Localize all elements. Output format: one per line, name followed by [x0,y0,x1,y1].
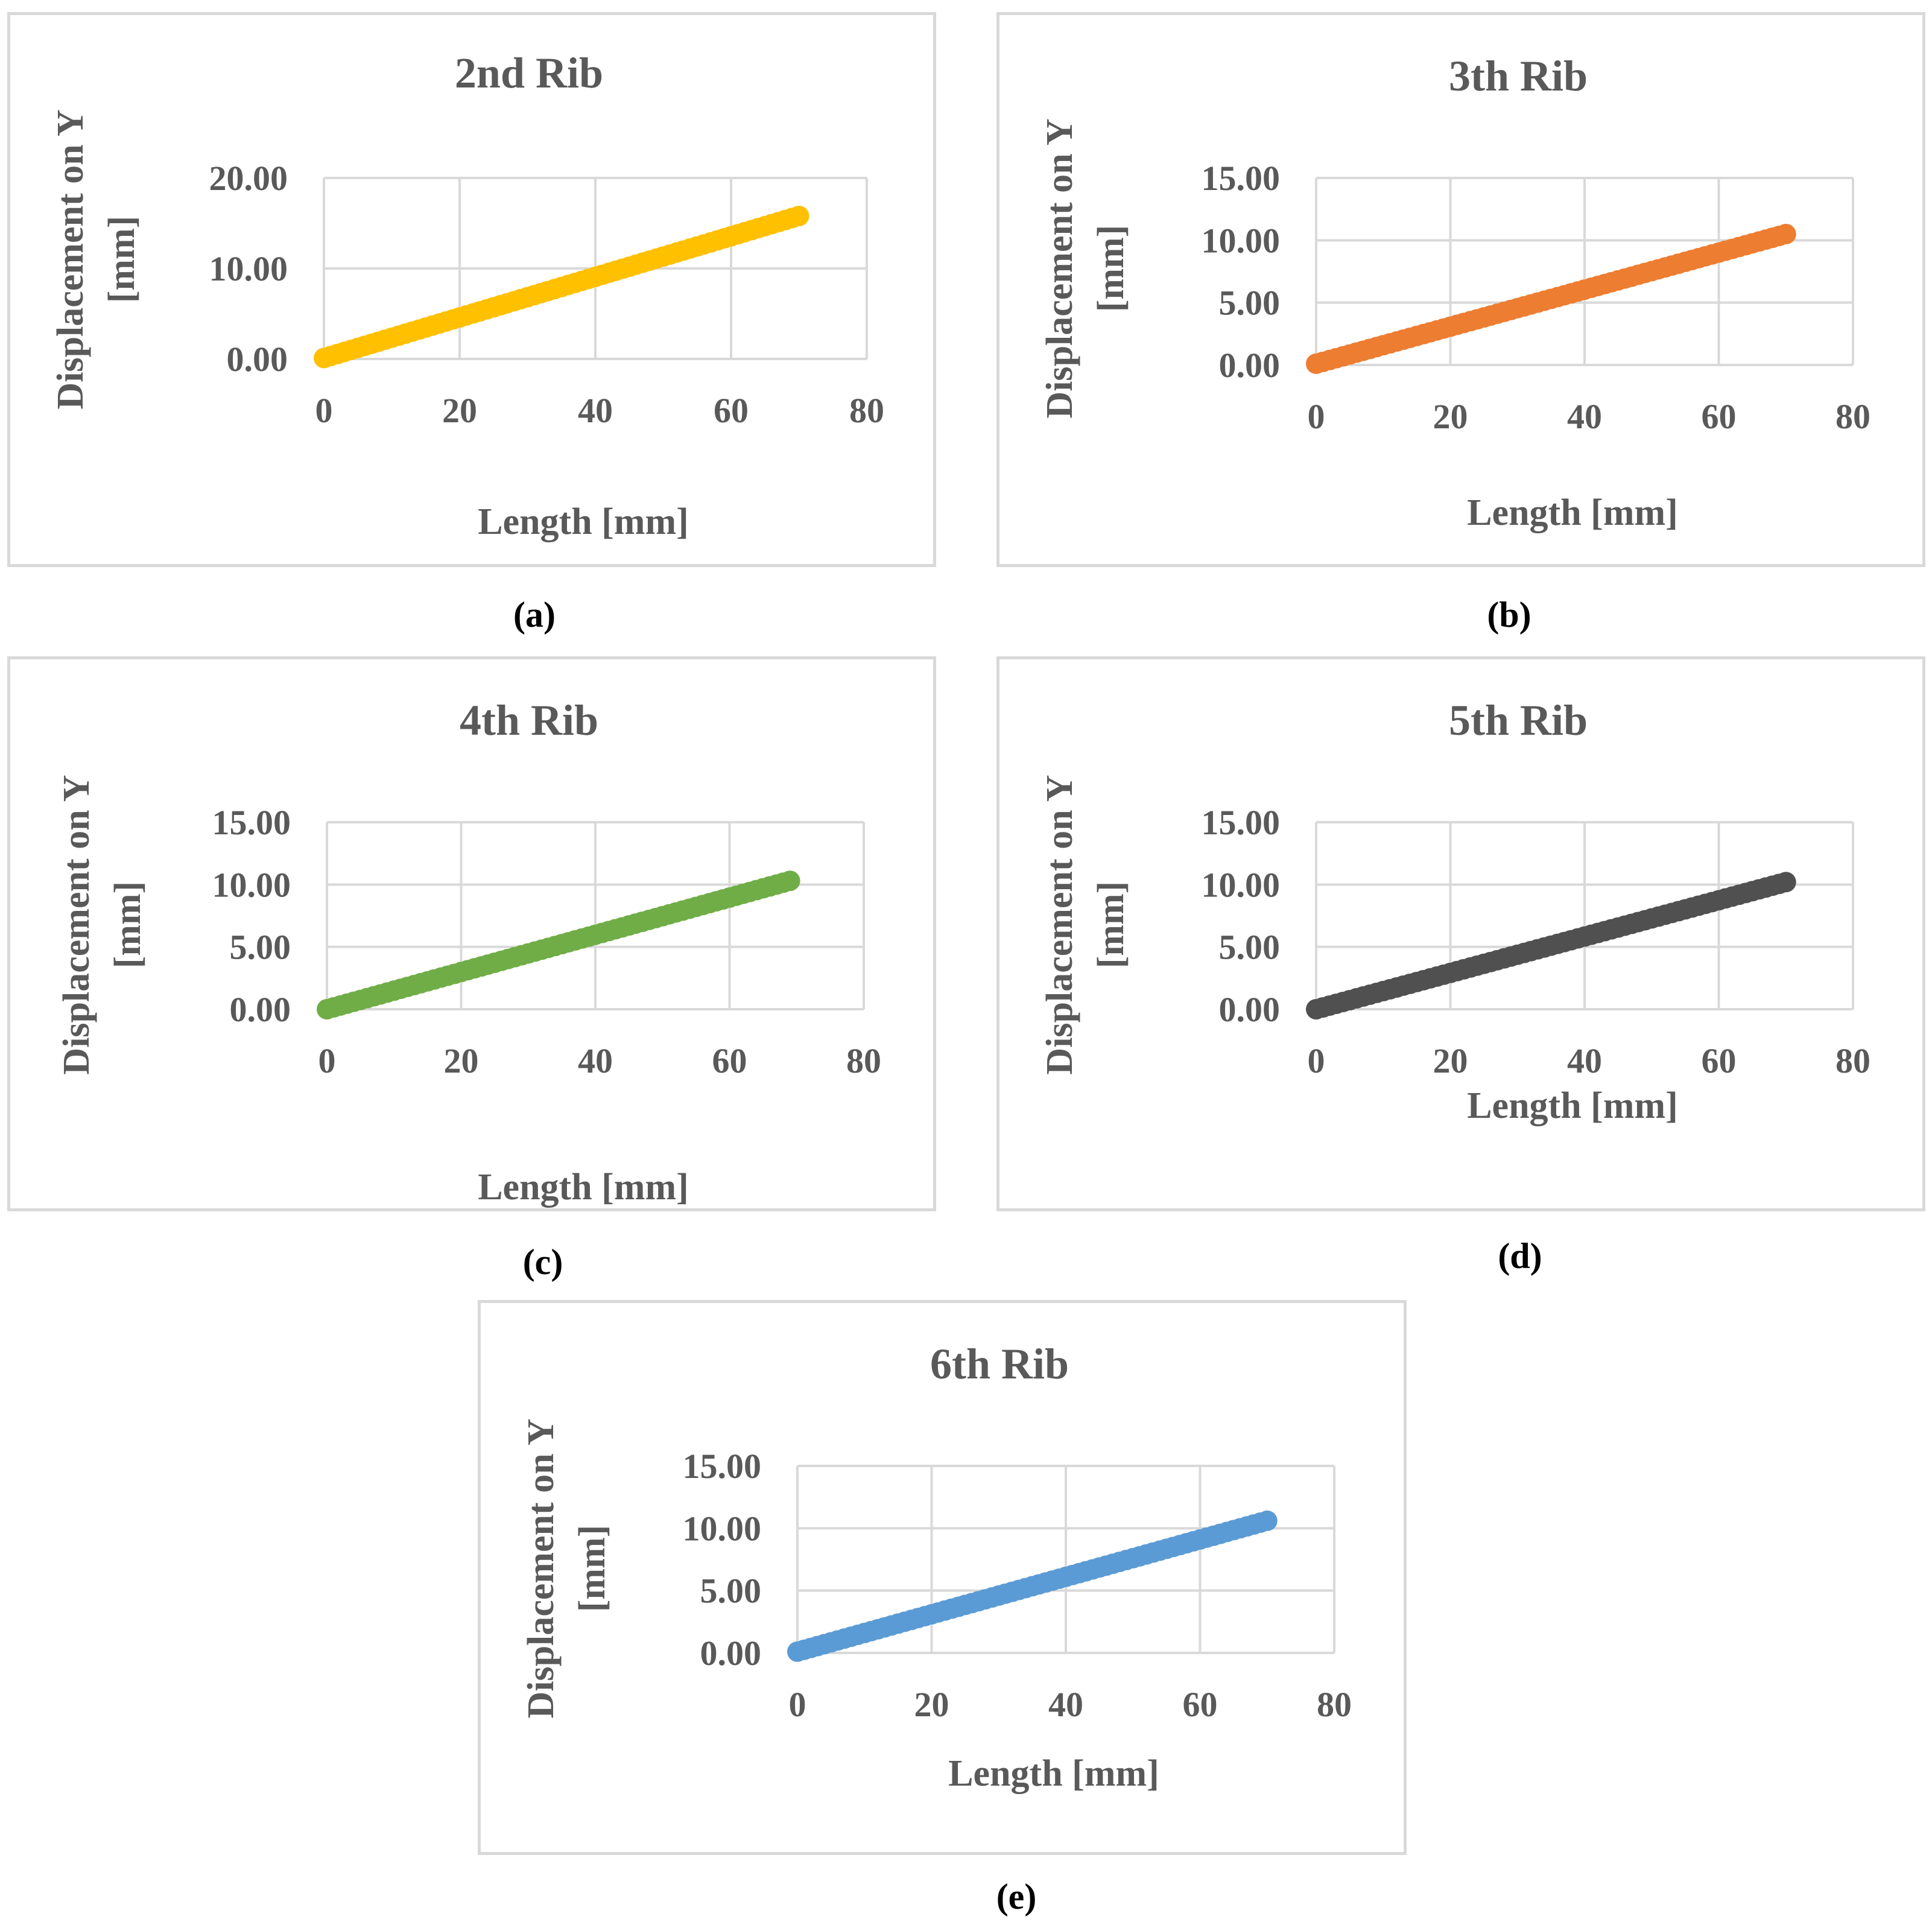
x-axis-label: Length [mm] [478,1167,689,1208]
y-axis-label-line1: Displacement on Y [56,775,97,1074]
chart-svg-d: 5th Rib 0 20 40 60 80 0.00 5.00 10.00 15.00 Length… [1039,696,1870,1126]
x-tick-label: 0 [1308,1041,1325,1080]
y-tick-label: 0.00 [227,340,288,379]
x-tick-label: 40 [1048,1685,1083,1724]
y-tick-label: 0.00 [700,1634,762,1673]
x-tick-label: 80 [846,1041,881,1080]
y-axis-label-line2: [mm] [1091,881,1132,969]
caption-b: (b) [1487,595,1531,635]
x-tick-label: 20 [914,1685,949,1724]
chart-title: 6th Rib [930,1340,1069,1388]
chart-panel-e: 6th Rib 0 20 40 60 80 0.00 5.00 10.00 15.00 Length… [478,1300,1407,1855]
chart-panel-d: 5th Rib 0 20 40 60 80 0.00 5.00 10.00 15.00 Length… [996,656,1925,1211]
y-axis-label-line1: Displacement on Y [50,109,91,409]
chart-svg-a: 2nd Rib 0 20 40 60 80 0.00 10.00 20.00 Length [mm… [50,49,884,542]
chart-svg-b: 3th Rib 0 20 40 60 80 0.00 5.00 10.00 15.00 Length… [1039,52,1870,533]
x-tick-label: 20 [444,1041,479,1080]
y-tick-label: 10.00 [209,249,288,288]
data-point [779,870,800,892]
data-point [788,206,809,226]
x-tick-label: 0 [318,1041,336,1080]
x-tick-label: 0 [1308,397,1325,436]
y-tick-label: 15.00 [1202,159,1281,198]
x-tick-label: 20 [442,391,477,430]
chart-panel-b: 3th Rib 0 20 40 60 80 0.00 5.00 10.00 15.00 Length… [996,12,1925,567]
y-axis-label-line2: [mm] [107,881,148,969]
x-tick-label: 60 [712,1041,747,1080]
x-axis-label: Length [mm] [478,501,689,542]
caption-c: (c) [522,1242,563,1282]
x-tick-label: 0 [315,391,333,430]
y-tick-label: 0.00 [230,990,291,1029]
caption-a: (a) [513,595,556,635]
y-tick-label: 10.00 [212,865,291,904]
y-tick-label: 15.00 [1202,803,1281,842]
chart-title: 4th Rib [460,696,598,744]
y-tick-label: 0.00 [1219,346,1281,385]
y-axis-label-line2: [mm] [101,216,142,303]
y-axis-label-line1: Displacement on Y [1039,775,1080,1074]
x-tick-label: 40 [578,1041,613,1080]
y-axis-label-line1: Displacement on Y [1039,118,1080,418]
x-tick-label: 40 [1567,397,1602,436]
x-tick-label: 20 [1433,397,1468,436]
x-tick-label: 60 [1183,1685,1218,1724]
y-tick-label: 15.00 [212,803,291,842]
y-tick-label: 15.00 [683,1447,762,1486]
y-tick-label: 5.00 [230,928,291,967]
x-tick-label: 80 [1317,1685,1352,1724]
x-tick-label: 40 [1567,1041,1602,1080]
x-tick-label: 60 [1702,397,1737,436]
y-tick-label: 10.00 [1202,221,1281,260]
data-point [1256,1510,1278,1531]
y-tick-label: 20.00 [209,159,288,198]
chart-svg-e: 6th Rib 0 20 40 60 80 0.00 5.00 10.00 15.00 Length… [521,1340,1352,1794]
y-axis-label-line1: Displacement on Y [521,1418,562,1718]
caption-d: (d) [1498,1236,1542,1276]
x-tick-label: 40 [578,391,613,430]
caption-e: (e) [996,1877,1037,1917]
x-tick-label: 60 [714,391,749,430]
x-tick-label: 20 [1433,1041,1468,1080]
x-tick-label: 0 [789,1685,806,1724]
x-tick-label: 60 [1702,1041,1737,1080]
y-tick-label: 10.00 [683,1509,762,1548]
y-axis-label-line2: [mm] [1091,225,1132,312]
x-axis-label: Length [mm] [948,1753,1159,1794]
y-tick-label: 10.00 [1202,865,1281,904]
y-tick-label: 5.00 [700,1571,762,1611]
chart-title: 3th Rib [1449,52,1588,100]
x-tick-label: 80 [1835,1041,1870,1080]
x-axis-label: Length [mm] [1467,492,1678,533]
chart-svg-c: 4th Rib 0 20 40 60 80 0.00 5.00 10.00 15.00 Length… [56,696,881,1208]
chart-panel-a: 2nd Rib 0 20 40 60 80 0.00 10.00 20.00 Length [mm… [7,12,936,567]
x-tick-label: 80 [849,391,884,430]
x-axis-label: Length [mm] [1467,1085,1678,1126]
y-tick-label: 5.00 [1219,928,1281,967]
chart-panel-c: 4th Rib 0 20 40 60 80 0.00 5.00 10.00 15.00 Length… [7,656,936,1211]
data-point [1775,872,1796,893]
chart-title: 5th Rib [1449,696,1588,744]
data-point [1775,224,1796,244]
y-tick-label: 5.00 [1219,284,1281,323]
chart-title: 2nd Rib [455,49,603,97]
y-axis-label-line2: [mm] [572,1525,613,1612]
y-tick-label: 0.00 [1219,990,1281,1029]
x-tick-label: 80 [1835,397,1870,436]
